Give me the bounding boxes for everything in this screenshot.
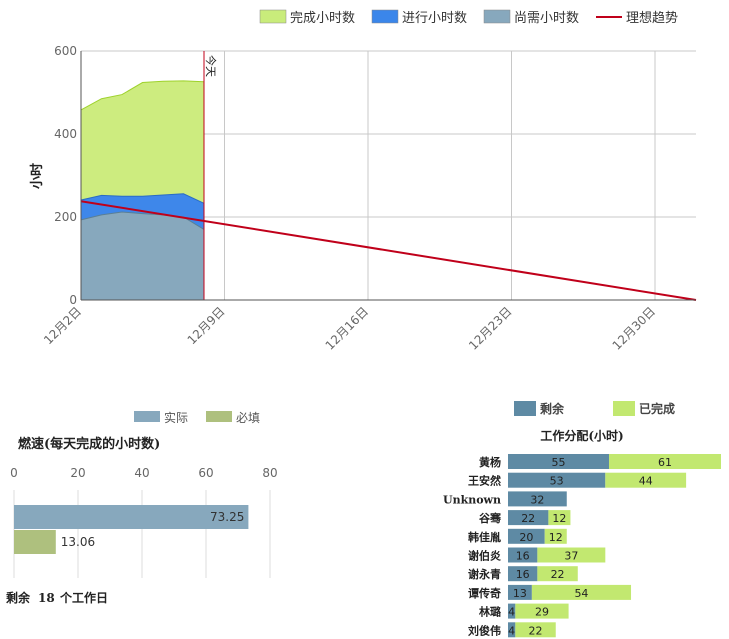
work-bar-remaining-label: 13 bbox=[513, 587, 527, 600]
work-bar-remaining-label: 16 bbox=[516, 550, 530, 563]
legend-label-1: 进行小时数 bbox=[402, 11, 467, 26]
work-bar-completed-label: 12 bbox=[552, 512, 566, 525]
work-bar-remaining-label: 55 bbox=[551, 456, 565, 469]
work-bar-completed-label: 22 bbox=[529, 624, 543, 637]
work-legend-label-1: 已完成 bbox=[639, 401, 675, 416]
area-completed-edge bbox=[80, 80, 205, 111]
work-category-label: 黄杨 bbox=[479, 455, 501, 469]
work-bar-completed bbox=[515, 622, 556, 638]
legend-swatch-2 bbox=[483, 9, 511, 24]
work-distribution-title: 工作分配(小时) bbox=[540, 428, 623, 443]
work-bar-remaining bbox=[508, 491, 567, 507]
velocity-bar-label: 73.25 bbox=[210, 510, 244, 524]
legend-label-2: 尚需小时数 bbox=[514, 11, 579, 26]
work-category-label: 谭传奇 bbox=[468, 586, 501, 600]
work-bar-remaining-label: 16 bbox=[516, 568, 530, 581]
velocity-legend-label-0: 实际 bbox=[164, 410, 188, 425]
work-bar-remaining-label: 20 bbox=[519, 531, 533, 544]
work-bar-completed bbox=[605, 472, 687, 488]
y-tick-label: 0 bbox=[69, 293, 77, 307]
work-bar-completed bbox=[537, 566, 578, 582]
velocity-tick-label: 20 bbox=[70, 466, 85, 480]
work-legend-swatch-1 bbox=[613, 401, 635, 416]
work-bar-completed bbox=[544, 528, 567, 544]
work-bar-remaining-label: 4 bbox=[508, 624, 515, 637]
velocity-chart: 实际 必填 0 20 40 60 80 73.25 13.06 bbox=[10, 410, 278, 578]
velocity-legend-swatch-0 bbox=[134, 411, 160, 422]
burndown-y-axis-label: 小时 bbox=[29, 163, 45, 189]
work-legend-label-0: 剩余 bbox=[540, 401, 565, 416]
remaining-days-suffix: 个工作日 bbox=[59, 590, 108, 605]
work-bar-completed bbox=[531, 584, 632, 600]
ideal-trend-line bbox=[80, 200, 697, 301]
today-marker-label: 今天 bbox=[204, 55, 218, 77]
x-tick-label: 12月23日 bbox=[466, 304, 514, 352]
work-legend-swatch-0 bbox=[514, 401, 536, 416]
work-category-label: Unknown bbox=[443, 493, 501, 506]
work-category-label: 林璐 bbox=[479, 605, 502, 619]
work-category-label: 刘俊伟 bbox=[468, 623, 501, 637]
work-bar-remaining bbox=[508, 566, 538, 582]
work-bar-completed-label: 29 bbox=[535, 606, 549, 619]
remaining-days-prefix: 剩余 bbox=[6, 590, 31, 605]
legend-swatch-1 bbox=[371, 9, 399, 24]
velocity-title: 燃速(每天完成的小时数) bbox=[18, 436, 160, 452]
work-bar-remaining bbox=[508, 472, 606, 488]
velocity-bar-0 bbox=[14, 505, 249, 529]
velocity-tick-label: 0 bbox=[10, 466, 18, 480]
remaining-days-value: 18 bbox=[38, 591, 55, 605]
work-bar-completed-label: 37 bbox=[564, 550, 578, 563]
work-bar-completed-label: 54 bbox=[574, 587, 588, 600]
work-bar-remaining-label: 22 bbox=[521, 512, 535, 525]
work-bar-completed bbox=[608, 454, 721, 469]
work-bar-completed bbox=[537, 547, 606, 563]
x-tick-label: 12月16日 bbox=[323, 304, 371, 352]
y-tick-label: 200 bbox=[54, 210, 77, 224]
y-tick-label: 600 bbox=[54, 44, 77, 58]
area-in-progress-edge bbox=[80, 193, 205, 204]
work-bar-remaining bbox=[508, 622, 516, 638]
x-tick-label: 12月9日 bbox=[185, 304, 228, 347]
velocity-legend-swatch-1 bbox=[206, 411, 232, 422]
work-bar-completed-label: 12 bbox=[549, 531, 563, 544]
x-tick-label: 12月30日 bbox=[610, 304, 658, 352]
legend-label-3: 理想趋势 bbox=[626, 10, 678, 26]
work-bar-remaining-label: 32 bbox=[530, 493, 544, 506]
burndown-legend: 完成小时数 进行小时数 尚需小时数 理想趋势 bbox=[259, 9, 678, 26]
work-bar-completed-label: 22 bbox=[551, 568, 565, 581]
work-bar-completed-label: 61 bbox=[658, 456, 672, 469]
velocity-legend-label-1: 必填 bbox=[236, 411, 260, 425]
work-category-label: 韩佳胤 bbox=[468, 530, 501, 544]
remaining-days: 剩余 18 个工作日 bbox=[6, 590, 108, 605]
work-bar-completed-label: 44 bbox=[639, 475, 653, 488]
work-category-label: 谢伯炎 bbox=[468, 549, 501, 563]
work-category-label: 谷骞 bbox=[479, 511, 502, 525]
velocity-tick-label: 80 bbox=[262, 466, 277, 480]
work-bar-remaining bbox=[508, 584, 532, 600]
work-bar-remaining bbox=[508, 547, 538, 563]
y-tick-label: 400 bbox=[54, 127, 77, 141]
velocity-bar-1 bbox=[14, 530, 56, 554]
work-bar-remaining bbox=[508, 510, 549, 526]
work-bar-remaining bbox=[508, 528, 545, 544]
work-category-label: 谢永青 bbox=[468, 567, 501, 581]
work-bar-completed bbox=[548, 510, 571, 526]
x-tick-label: 12月2日 bbox=[41, 304, 84, 347]
work-category-label: 王安然 bbox=[468, 474, 501, 488]
legend-swatch-0 bbox=[259, 9, 287, 24]
velocity-bar-label: 13.06 bbox=[61, 535, 95, 549]
work-bar-remaining bbox=[508, 454, 609, 469]
work-bar-remaining-label: 53 bbox=[550, 475, 564, 488]
burndown-areas: 今天 bbox=[80, 51, 697, 301]
velocity-tick-label: 60 bbox=[198, 466, 213, 480]
legend-label-0: 完成小时数 bbox=[290, 11, 355, 26]
work-bar-remaining bbox=[508, 603, 516, 619]
area-completed-hours bbox=[81, 80, 204, 204]
velocity-tick-label: 40 bbox=[134, 466, 149, 480]
work-bar-remaining-label: 4 bbox=[508, 606, 515, 619]
area-remaining-hours bbox=[81, 212, 204, 300]
work-bar-completed bbox=[515, 603, 569, 619]
